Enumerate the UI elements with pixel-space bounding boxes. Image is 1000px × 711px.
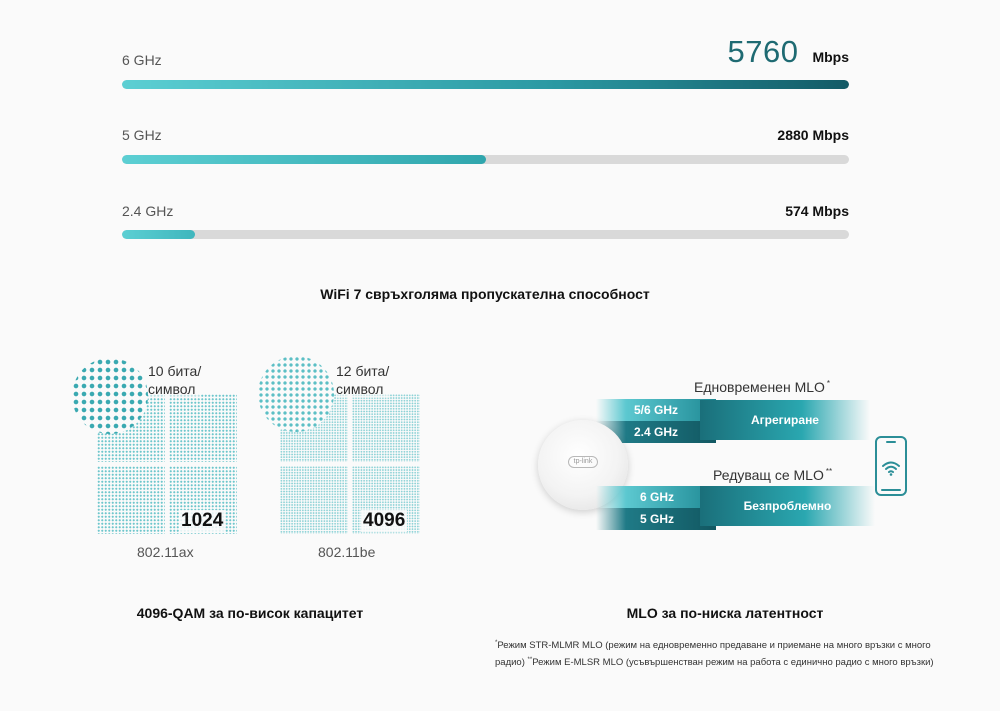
alternating-mlo-title: Редуващ се MLO ** [713, 467, 833, 483]
qam-1024-standard: 802.11ax [137, 544, 194, 560]
ap-logo: tp-link [568, 456, 598, 468]
band-value: 2880 Mbps [777, 127, 849, 143]
band-5ghz: 5 GHz 2880 Mbps [122, 127, 849, 167]
band-progress-fill [122, 230, 195, 239]
stream-2-4ghz: 2.4 GHz [596, 421, 716, 443]
qam-4096-standard: 802.11be [318, 544, 376, 560]
qam-caption: 4096-QAM за по-висок капацитет [136, 605, 364, 621]
band-label: 6 GHz [122, 52, 162, 68]
stream-5-6ghz: 5/6 GHz [596, 399, 716, 421]
mlo-footnote: *Режим STR-MLMR MLO (режим на едновремен… [495, 640, 934, 669]
band-progress-track [122, 80, 849, 89]
qam-4096-bits-label: 12 бита/ символ [336, 362, 390, 398]
qam-1024-bits-label: 10 бита/ символ [148, 362, 202, 398]
wifi-icon [882, 461, 900, 476]
band-label: 2.4 GHz [122, 203, 174, 219]
band-value-unit: Mbps [812, 49, 849, 65]
stream-6ghz: 6 GHz [596, 486, 716, 508]
qam-1024-zoom [72, 358, 148, 434]
mlo-caption: MLO за по-ниска латентност [626, 605, 824, 621]
band-progress-track [122, 155, 849, 164]
seamless-band: Безпроблемно [700, 486, 875, 526]
qam-4096-number: 4096 [361, 510, 408, 532]
band-value: 5760 Mbps [727, 34, 849, 70]
aggregate-band: Агрегиране [700, 400, 870, 440]
band-progress-fill [122, 80, 849, 89]
qam-1024-number: 1024 [179, 510, 226, 532]
band-progress-track [122, 230, 849, 239]
band-label: 5 GHz [122, 127, 162, 143]
band-2-4ghz: 2.4 GHz 574 Mbps [122, 203, 849, 243]
throughput-caption: WiFi 7 свръхголяма пропускателна способн… [320, 286, 650, 302]
band-progress-fill [122, 155, 486, 164]
band-value: 574 Mbps [785, 203, 849, 219]
band-value-number: 5760 [727, 34, 799, 69]
band-6ghz: 6 GHz 5760 Mbps [122, 34, 849, 92]
simultaneous-mlo-title: Едновременен MLO * [694, 379, 831, 395]
stream-5ghz: 5 GHz [596, 508, 716, 530]
qam-4096-zoom [258, 356, 334, 432]
